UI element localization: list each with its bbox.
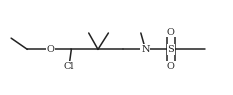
Text: O: O [167, 62, 175, 71]
Text: O: O [47, 45, 55, 54]
Text: N: N [141, 45, 150, 54]
Text: O: O [167, 28, 175, 37]
Text: S: S [168, 45, 174, 54]
Text: Cl: Cl [64, 62, 74, 71]
